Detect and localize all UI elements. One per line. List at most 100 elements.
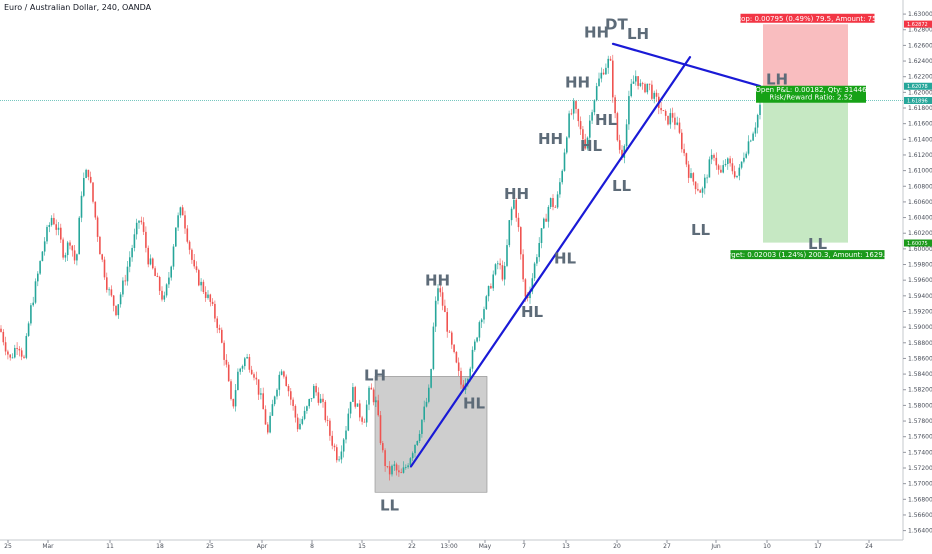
candle-up xyxy=(391,465,393,475)
candle-up xyxy=(635,76,637,82)
price-tick-label: 1.58200 xyxy=(908,387,932,394)
time-tick-label: Apr xyxy=(257,543,268,550)
candle-down xyxy=(336,447,338,461)
candle-up xyxy=(241,366,244,369)
candle-up xyxy=(480,319,483,323)
candle-up xyxy=(260,393,262,395)
candle-down xyxy=(648,83,651,85)
candle-down xyxy=(448,331,451,333)
candle-down xyxy=(290,391,292,400)
candle-down xyxy=(110,289,113,296)
candle-down xyxy=(7,351,9,355)
candle-up xyxy=(722,165,724,173)
candle-down xyxy=(363,421,366,423)
candle-up xyxy=(244,358,246,367)
candle-down xyxy=(552,198,554,207)
candle-down xyxy=(715,157,718,166)
candle-up xyxy=(625,124,628,146)
candle-up xyxy=(727,158,729,164)
candle-down xyxy=(439,288,442,293)
candle-down xyxy=(694,181,697,190)
candle-up xyxy=(276,389,278,397)
candle-up xyxy=(628,96,630,125)
candle-down xyxy=(71,245,74,251)
candle-up xyxy=(237,371,239,391)
candle-down xyxy=(2,331,5,343)
candle-down xyxy=(579,121,582,130)
candle-up xyxy=(352,387,354,402)
candle-up xyxy=(533,263,536,279)
candle-up xyxy=(646,83,649,93)
candle-up xyxy=(170,266,172,278)
candle-down xyxy=(326,420,329,421)
candle-up xyxy=(175,227,177,247)
price-tick-label: 1.60000 xyxy=(908,246,932,253)
candle-up xyxy=(179,207,182,216)
candle-up xyxy=(547,206,550,222)
candle-up xyxy=(510,208,513,221)
swing-label: HH xyxy=(504,185,529,203)
time-tick-label: 13:00 xyxy=(440,543,457,550)
candle-down xyxy=(294,405,297,418)
price-tick-label: 1.61600 xyxy=(908,121,932,128)
candle-down xyxy=(147,247,149,265)
price-tick-label: 1.63000 xyxy=(908,11,932,18)
candle-up xyxy=(239,368,241,372)
candle-up xyxy=(704,177,706,189)
position-layer[interactable] xyxy=(763,24,848,243)
trendline-layer[interactable] xyxy=(409,42,762,468)
price-tick-label: 1.60200 xyxy=(908,230,932,237)
candle-down xyxy=(720,169,722,173)
price-tick-label: 1.61800 xyxy=(908,105,932,112)
candle-up xyxy=(425,401,428,407)
candle-down xyxy=(283,371,285,377)
candle-up xyxy=(568,113,570,138)
candle-up xyxy=(83,177,85,196)
candle-up xyxy=(200,281,202,286)
candle-up xyxy=(78,217,80,255)
candle-up xyxy=(319,398,322,403)
time-axis[interactable]: 25 Mar 11 18 25 Apr 8 15 22 13:00 May 7 13 20 27 Jun 10 1… xyxy=(4,540,873,550)
candle-down xyxy=(681,132,683,150)
candle-up xyxy=(492,274,494,289)
candle-down xyxy=(451,332,453,345)
candle-up xyxy=(375,400,377,403)
position-label-layer: Stop: 0.00795 (0.49%) 79.5, Amount: 750 T… xyxy=(720,13,894,260)
candle-up xyxy=(589,120,591,138)
candle-up xyxy=(39,261,41,274)
price-tick-label: 1.58800 xyxy=(908,340,932,347)
swing-label: HL xyxy=(521,303,544,321)
candle-up xyxy=(310,398,313,400)
candle-up xyxy=(434,300,437,327)
price-tick-label: 1.61400 xyxy=(908,136,932,143)
candle-up xyxy=(280,371,283,375)
time-tick-label: 7 xyxy=(522,543,526,550)
time-tick-label: 25 xyxy=(4,543,12,550)
candle-up xyxy=(437,288,439,301)
candle-down xyxy=(602,72,605,75)
candle-up xyxy=(308,399,310,407)
candle-down xyxy=(354,387,356,407)
price-tick-label: 1.59600 xyxy=(908,277,932,284)
candle-down xyxy=(713,154,715,158)
price-tick-label: 1.62600 xyxy=(908,42,932,49)
time-tick-label: 13 xyxy=(562,543,570,550)
candle-down xyxy=(209,294,212,302)
candle-up xyxy=(423,406,425,420)
candle-down xyxy=(253,374,255,378)
target-zone xyxy=(763,101,848,243)
candle-down xyxy=(618,140,621,150)
candle-up xyxy=(471,349,474,369)
candle-down xyxy=(614,97,616,114)
candle-up xyxy=(676,122,678,125)
candle-down xyxy=(223,342,225,360)
candle-up xyxy=(756,114,759,128)
price-tick-label: 1.56600 xyxy=(908,512,932,519)
candle-down xyxy=(517,217,520,228)
open-pnl-label: Open P&L: 0.00182, Qty: 31446 xyxy=(755,86,867,94)
candle-down xyxy=(184,215,186,229)
candle-up xyxy=(595,86,598,101)
price-axis[interactable]: 1.63000 1.62800 1.62600 1.62400 1.62200 1.620… xyxy=(903,11,932,535)
